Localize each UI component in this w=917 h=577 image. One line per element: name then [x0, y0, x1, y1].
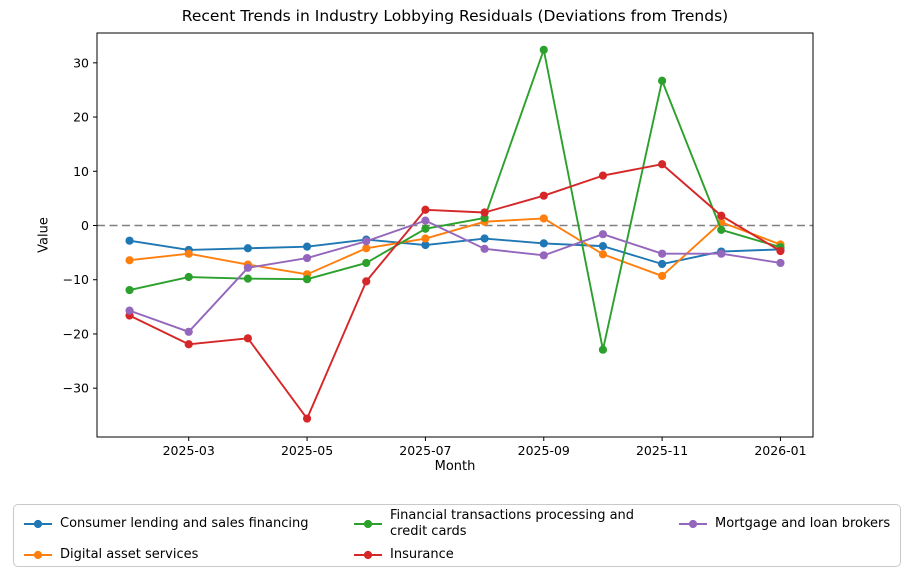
legend-marker-icon [24, 520, 52, 529]
data-point-insurance [658, 160, 667, 169]
data-point-mortgage-and-loan-brokers [776, 258, 785, 268]
data-point-digital-asset-services [421, 234, 430, 243]
data-point-financial-transactions-processing-and-credit-cards [362, 258, 371, 268]
data-point-financial-transactions-processing-and-credit-cards [539, 45, 548, 54]
legend-label: Consumer lending and sales financing [60, 516, 309, 532]
legend-item-mortgage-and-loan-brokers: Mortgage and loan brokers [679, 516, 890, 532]
data-point-insurance [480, 208, 489, 217]
data-point-consumer-lending-and-sales-financing [243, 244, 252, 253]
legend: Consumer lending and sales financing Digi… [13, 504, 901, 567]
legend-marker-icon [354, 550, 382, 559]
x-tick-label: 2025-09 [518, 443, 570, 458]
legend-label: Financial transactions processing and cr… [390, 508, 635, 540]
data-point-mortgage-and-loan-brokers [421, 216, 430, 225]
data-point-mortgage-and-loan-brokers [717, 249, 726, 258]
plot-border [96, 32, 814, 438]
data-point-financial-transactions-processing-and-credit-cards [421, 224, 430, 233]
line-chart: −30 −20 −10 0 10 20 30 2025-03 2025-05 2025-07 202… [63, 32, 814, 458]
data-point-mortgage-and-loan-brokers [302, 253, 312, 263]
legend-label: Insurance [390, 546, 454, 562]
data-point-financial-transactions-processing-and-credit-cards [598, 345, 608, 354]
data-point-digital-asset-services [362, 244, 371, 253]
data-point-digital-asset-services [184, 249, 193, 258]
data-point-insurance [539, 191, 548, 200]
data-point-consumer-lending-and-sales-financing [480, 234, 489, 243]
data-point-mortgage-and-loan-brokers [658, 249, 667, 258]
x-tick-label: 2025-03 [163, 443, 215, 458]
y-tick-label: 10 [73, 164, 89, 179]
legend-label: Mortgage and loan brokers [715, 516, 891, 532]
data-point-digital-asset-services [658, 271, 667, 281]
x-tick-label: 2025-11 [636, 443, 688, 458]
legend-marker-icon [679, 520, 707, 529]
x-tick-label: 2026-01 [754, 443, 806, 458]
data-point-financial-transactions-processing-and-credit-cards [125, 285, 134, 295]
data-point-mortgage-and-loan-brokers [184, 327, 193, 336]
data-point-mortgage-and-loan-brokers [362, 237, 371, 246]
legend-item-digital-asset-services: Digital asset services [24, 547, 198, 563]
legend-item-insurance: Insurance [354, 547, 454, 563]
data-point-consumer-lending-and-sales-financing [302, 242, 312, 251]
y-tick-label: −20 [63, 326, 89, 341]
data-point-insurance [776, 246, 785, 256]
data-point-financial-transactions-processing-and-credit-cards [717, 225, 726, 234]
series-line-insurance [128, 163, 782, 420]
x-tick-label: 2025-05 [281, 443, 333, 458]
series-line-consumer-lending-and-sales-financing [128, 237, 782, 265]
data-point-insurance [717, 211, 726, 220]
legend-item-financial-transactions-processing-and-credit-cards: Financial transactions processing and cr… [354, 508, 658, 541]
y-tick-label: 0 [81, 218, 89, 233]
data-point-mortgage-and-loan-brokers [480, 244, 489, 253]
y-axis-label: Value [36, 217, 52, 253]
data-point-insurance [243, 334, 252, 343]
y-tick-label: −30 [63, 381, 89, 396]
series-line-financial-transactions-processing-and-credit-cards [128, 48, 782, 351]
data-point-insurance [302, 414, 312, 423]
legend-label: Digital asset services [60, 546, 199, 562]
data-point-financial-transactions-processing-and-credit-cards [184, 272, 193, 282]
data-point-mortgage-and-loan-brokers [243, 263, 252, 272]
legend-item-consumer-lending-and-sales-financing: Consumer lending and sales financing [24, 516, 309, 532]
data-point-insurance [598, 171, 608, 180]
data-point-consumer-lending-and-sales-financing [125, 236, 134, 245]
data-point-consumer-lending-and-sales-financing [539, 239, 548, 248]
data-point-digital-asset-services [539, 214, 548, 223]
data-point-financial-transactions-processing-and-credit-cards [243, 274, 252, 283]
data-point-digital-asset-services [125, 256, 134, 265]
legend-marker-icon [24, 550, 52, 559]
y-tick-label: 30 [73, 55, 89, 70]
series-line-mortgage-and-loan-brokers [128, 219, 782, 333]
data-point-consumer-lending-and-sales-financing [658, 259, 667, 269]
data-point-consumer-lending-and-sales-financing [421, 240, 430, 250]
data-point-consumer-lending-and-sales-financing [598, 242, 608, 251]
y-tick-label: −10 [63, 272, 89, 287]
x-axis-label: Month [434, 459, 476, 474]
chart-title: Recent Trends in Industry Lobbying Resid… [181, 7, 729, 25]
data-point-insurance [184, 340, 193, 349]
x-tick-label: 2025-07 [399, 443, 451, 458]
data-point-financial-transactions-processing-and-credit-cards [658, 76, 667, 85]
data-point-mortgage-and-loan-brokers [125, 306, 134, 315]
data-point-insurance [421, 205, 430, 214]
legend-marker-icon [354, 520, 382, 529]
data-point-mortgage-and-loan-brokers [539, 251, 548, 260]
y-tick-label: 20 [73, 110, 89, 125]
data-point-financial-transactions-processing-and-credit-cards [302, 275, 312, 284]
data-point-digital-asset-services [598, 250, 608, 259]
series-line-digital-asset-services [128, 217, 782, 277]
data-point-mortgage-and-loan-brokers [598, 230, 608, 239]
data-point-insurance [362, 277, 371, 286]
